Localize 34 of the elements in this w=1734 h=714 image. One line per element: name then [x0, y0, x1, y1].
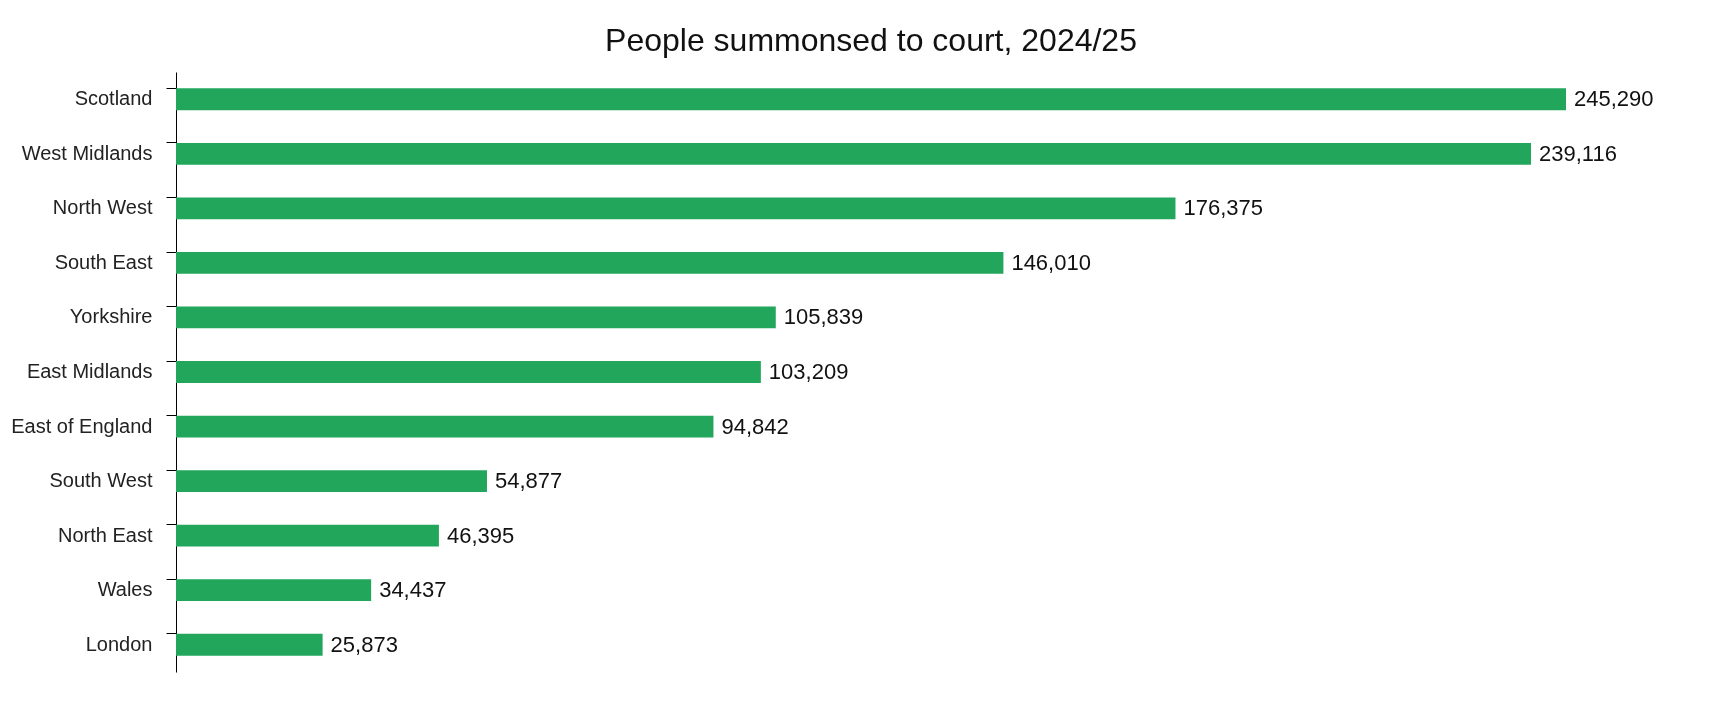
y-tick-label: North East — [58, 523, 153, 546]
y-tick-label: South East — [54, 250, 153, 273]
data-label: 54,877 — [494, 468, 563, 494]
data-label: 46,395 — [446, 522, 515, 548]
bar — [176, 142, 1532, 165]
bar — [176, 633, 323, 656]
bar — [176, 306, 776, 329]
bar — [176, 361, 761, 383]
data-label: 176,375 — [1183, 195, 1264, 221]
bar — [176, 470, 487, 492]
bar — [176, 579, 372, 602]
data-label: 146,010 — [1011, 249, 1091, 275]
bar — [176, 88, 1566, 111]
data-label: 25,873 — [330, 631, 398, 657]
bar — [176, 524, 439, 547]
bar — [176, 197, 1176, 220]
y-tick-label: North West — [52, 196, 153, 219]
data-label: 239,116 — [1539, 140, 1617, 166]
y-tick-label: Yorkshire — [69, 305, 153, 328]
y-tick-label: East of England — [11, 414, 153, 437]
y-tick-label: East Midlands — [26, 360, 153, 382]
y-tick-label: London — [85, 632, 153, 655]
y-tick-label: Scotland — [74, 87, 153, 110]
data-label: 103,209 — [768, 359, 849, 384]
chart-title: People summonsed to court, 2024/25 — [605, 22, 1137, 58]
y-tick-label: West Midlands — [21, 141, 153, 164]
y-tick-label: South West — [49, 469, 153, 492]
data-label: 105,839 — [783, 304, 864, 330]
data-label: 245,290 — [1574, 86, 1654, 112]
bar — [176, 415, 714, 438]
bar — [176, 252, 1004, 274]
data-label: 94,842 — [721, 413, 789, 439]
y-tick-label: Wales — [97, 578, 153, 601]
data-label: 34,437 — [379, 577, 447, 603]
